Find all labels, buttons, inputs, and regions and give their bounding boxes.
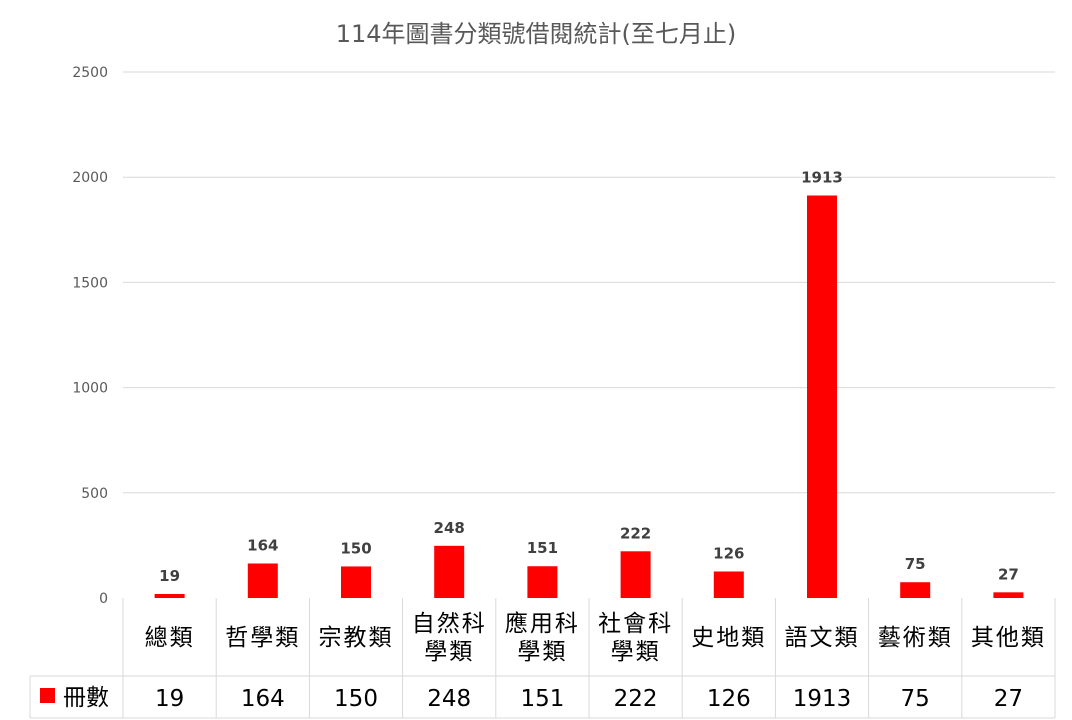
category-label: 語文類 bbox=[785, 625, 860, 651]
y-tick-label: 1000 bbox=[72, 381, 108, 397]
bar bbox=[154, 594, 185, 598]
y-tick-label: 2000 bbox=[72, 170, 108, 186]
table-value: 19 bbox=[155, 686, 184, 712]
bars bbox=[154, 195, 1024, 598]
category-label: 其他類 bbox=[971, 625, 1046, 651]
data-label: 248 bbox=[434, 519, 465, 537]
category-label: 學類 bbox=[611, 639, 661, 665]
category-label: 宗教類 bbox=[319, 625, 394, 651]
bar bbox=[527, 566, 558, 598]
category-label: 哲學類 bbox=[225, 625, 300, 651]
bar bbox=[434, 545, 465, 598]
data-label: 126 bbox=[713, 544, 744, 562]
series-label: 冊數 bbox=[63, 685, 109, 711]
table-value: 27 bbox=[994, 686, 1023, 712]
y-tick-label: 2500 bbox=[72, 65, 108, 81]
data-label: 151 bbox=[527, 539, 558, 557]
category-label: 藝術類 bbox=[878, 625, 953, 651]
table-value: 75 bbox=[901, 686, 930, 712]
table-value: 248 bbox=[427, 686, 471, 712]
data-label: 1913 bbox=[801, 169, 843, 187]
data-label: 164 bbox=[247, 536, 278, 554]
bar bbox=[341, 566, 371, 598]
table-value: 222 bbox=[614, 686, 658, 712]
table-value: 126 bbox=[707, 686, 751, 712]
category-label: 學類 bbox=[517, 639, 567, 665]
table-value: 150 bbox=[334, 686, 378, 712]
y-axis: 0 500 1000 1500 2000 2500 bbox=[72, 65, 108, 607]
data-label: 27 bbox=[998, 565, 1019, 583]
category-label: 社會科 bbox=[598, 611, 673, 637]
table-value: 1913 bbox=[793, 686, 852, 712]
category-label: 自然科 bbox=[412, 611, 487, 637]
chart-title: 114年圖書分類號借閱統計(至七月止) bbox=[336, 20, 737, 48]
table-value: 164 bbox=[241, 686, 285, 712]
category-label: 總類 bbox=[145, 625, 195, 651]
category-label: 學類 bbox=[424, 639, 474, 665]
category-label: 史地類 bbox=[691, 625, 766, 651]
legend-key bbox=[40, 688, 55, 703]
y-tick-label: 500 bbox=[81, 486, 108, 502]
y-tick-label: 0 bbox=[99, 591, 108, 607]
bar bbox=[807, 195, 837, 598]
bar bbox=[900, 582, 931, 598]
bar bbox=[620, 551, 651, 598]
table-value: 151 bbox=[520, 686, 564, 712]
data-label: 19 bbox=[159, 567, 180, 585]
data-label: 222 bbox=[620, 524, 651, 542]
bar bbox=[713, 571, 744, 598]
bar bbox=[247, 563, 278, 598]
data-label: 150 bbox=[340, 539, 371, 557]
gridlines bbox=[123, 71, 1055, 494]
data-table: 總類19哲學類164宗教類150自然科學類248應用科學類151社會科學類222… bbox=[29, 598, 1056, 719]
category-label: 應用科 bbox=[505, 611, 580, 637]
y-tick-label: 1500 bbox=[72, 275, 108, 291]
data-labels: 19 164 150 248 151 222 126 1913 75 27 bbox=[159, 169, 1019, 585]
bar bbox=[993, 592, 1024, 598]
data-label: 75 bbox=[905, 555, 926, 573]
